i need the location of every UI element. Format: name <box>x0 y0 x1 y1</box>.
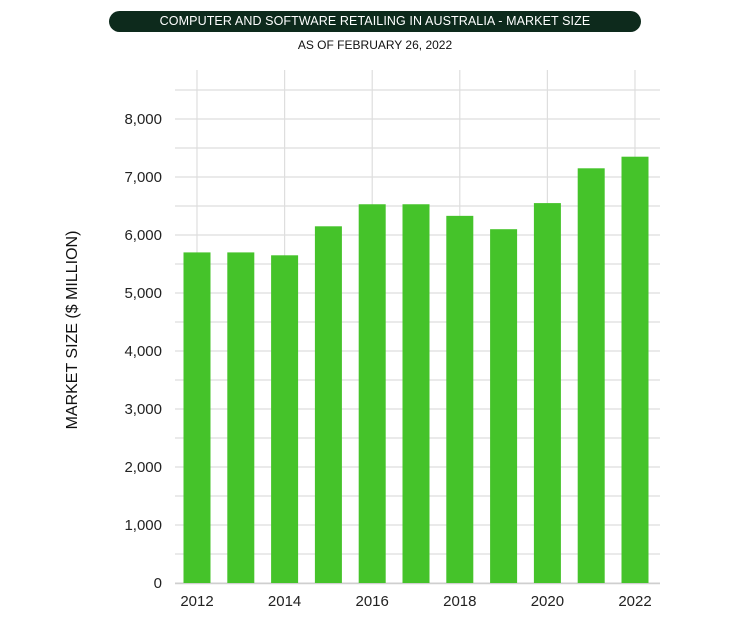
y-tick-label: 0 <box>154 575 162 592</box>
y-tick-label: 7,000 <box>124 169 162 186</box>
x-tick-label: 2022 <box>618 593 651 610</box>
x-tick-label: 2020 <box>531 593 564 610</box>
bar-2022 <box>621 156 649 583</box>
bar-2014 <box>271 255 299 584</box>
y-tick-label: 5,000 <box>124 285 162 302</box>
bar-2013 <box>227 252 255 583</box>
y-tick-label: 4,000 <box>124 343 162 360</box>
bar-2016 <box>358 204 386 583</box>
y-tick-label: 2,000 <box>124 459 162 476</box>
x-tick-labels: 2012 2014 2016 2018 2020 2022 <box>180 593 651 610</box>
y-tick-label: 8,000 <box>124 111 162 128</box>
bar-2021 <box>577 168 605 584</box>
bar-2020 <box>533 203 561 583</box>
x-tick-label: 2018 <box>443 593 476 610</box>
bar-2018 <box>446 215 474 584</box>
bar-2017 <box>402 204 430 583</box>
bar-2012 <box>183 252 211 583</box>
bars <box>183 156 649 584</box>
bar-2015 <box>314 226 342 584</box>
y-tick-label: 1,000 <box>124 517 162 534</box>
x-tick-label: 2014 <box>268 593 301 610</box>
chart-title: COMPUTER AND SOFTWARE RETAILING IN AUSTR… <box>109 11 641 32</box>
bar-2019 <box>490 229 518 583</box>
y-tick-label: 3,000 <box>124 401 162 418</box>
chart-subtitle: AS OF FEBRUARY 26, 2022 <box>297 38 453 52</box>
x-tick-label: 2012 <box>180 593 213 610</box>
y-tick-labels: 0 1,000 2,000 3,000 4,000 5,000 6,000 7,000 8,00… <box>124 111 162 592</box>
y-tick-label: 6,000 <box>124 227 162 244</box>
x-tick-label: 2016 <box>356 593 389 610</box>
